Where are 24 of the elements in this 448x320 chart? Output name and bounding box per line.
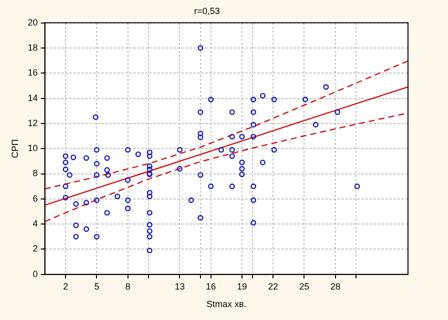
y-tick-label: 16 (28, 68, 38, 78)
y-tick-label: 10 (28, 143, 38, 154)
y-tick-label: 0 (32, 268, 38, 279)
x-tick-label: 8 (125, 281, 130, 292)
y-tick-label: 18 (28, 42, 38, 52)
x-tick-label: 13 (174, 281, 185, 292)
y-tick-label: 20 (28, 17, 38, 28)
x-tick-label: 2 (63, 281, 68, 292)
x-tick-label: 16 (206, 281, 216, 292)
x-tick-label: 28 (330, 281, 340, 292)
y-tick-label: 4 (32, 218, 38, 229)
y-tick-label: 14 (28, 92, 38, 103)
y-tick-label: 2 (32, 244, 38, 254)
x-tick-label: 19 (236, 281, 247, 292)
line-series (44, 60, 408, 190)
y-axis-title: СРП (10, 139, 20, 158)
x-tick-label: 25 (299, 281, 310, 292)
chart-title: r=0,53 (194, 6, 220, 16)
y-tick-label: 8 (32, 168, 38, 178)
x-tick-label: 5 (94, 281, 100, 292)
x-axis-title: Stmax хв. (206, 299, 246, 310)
y-tick-label: 12 (28, 118, 38, 128)
y-tick-label: 6 (32, 193, 38, 204)
x-tick-label: 22 (268, 281, 278, 292)
